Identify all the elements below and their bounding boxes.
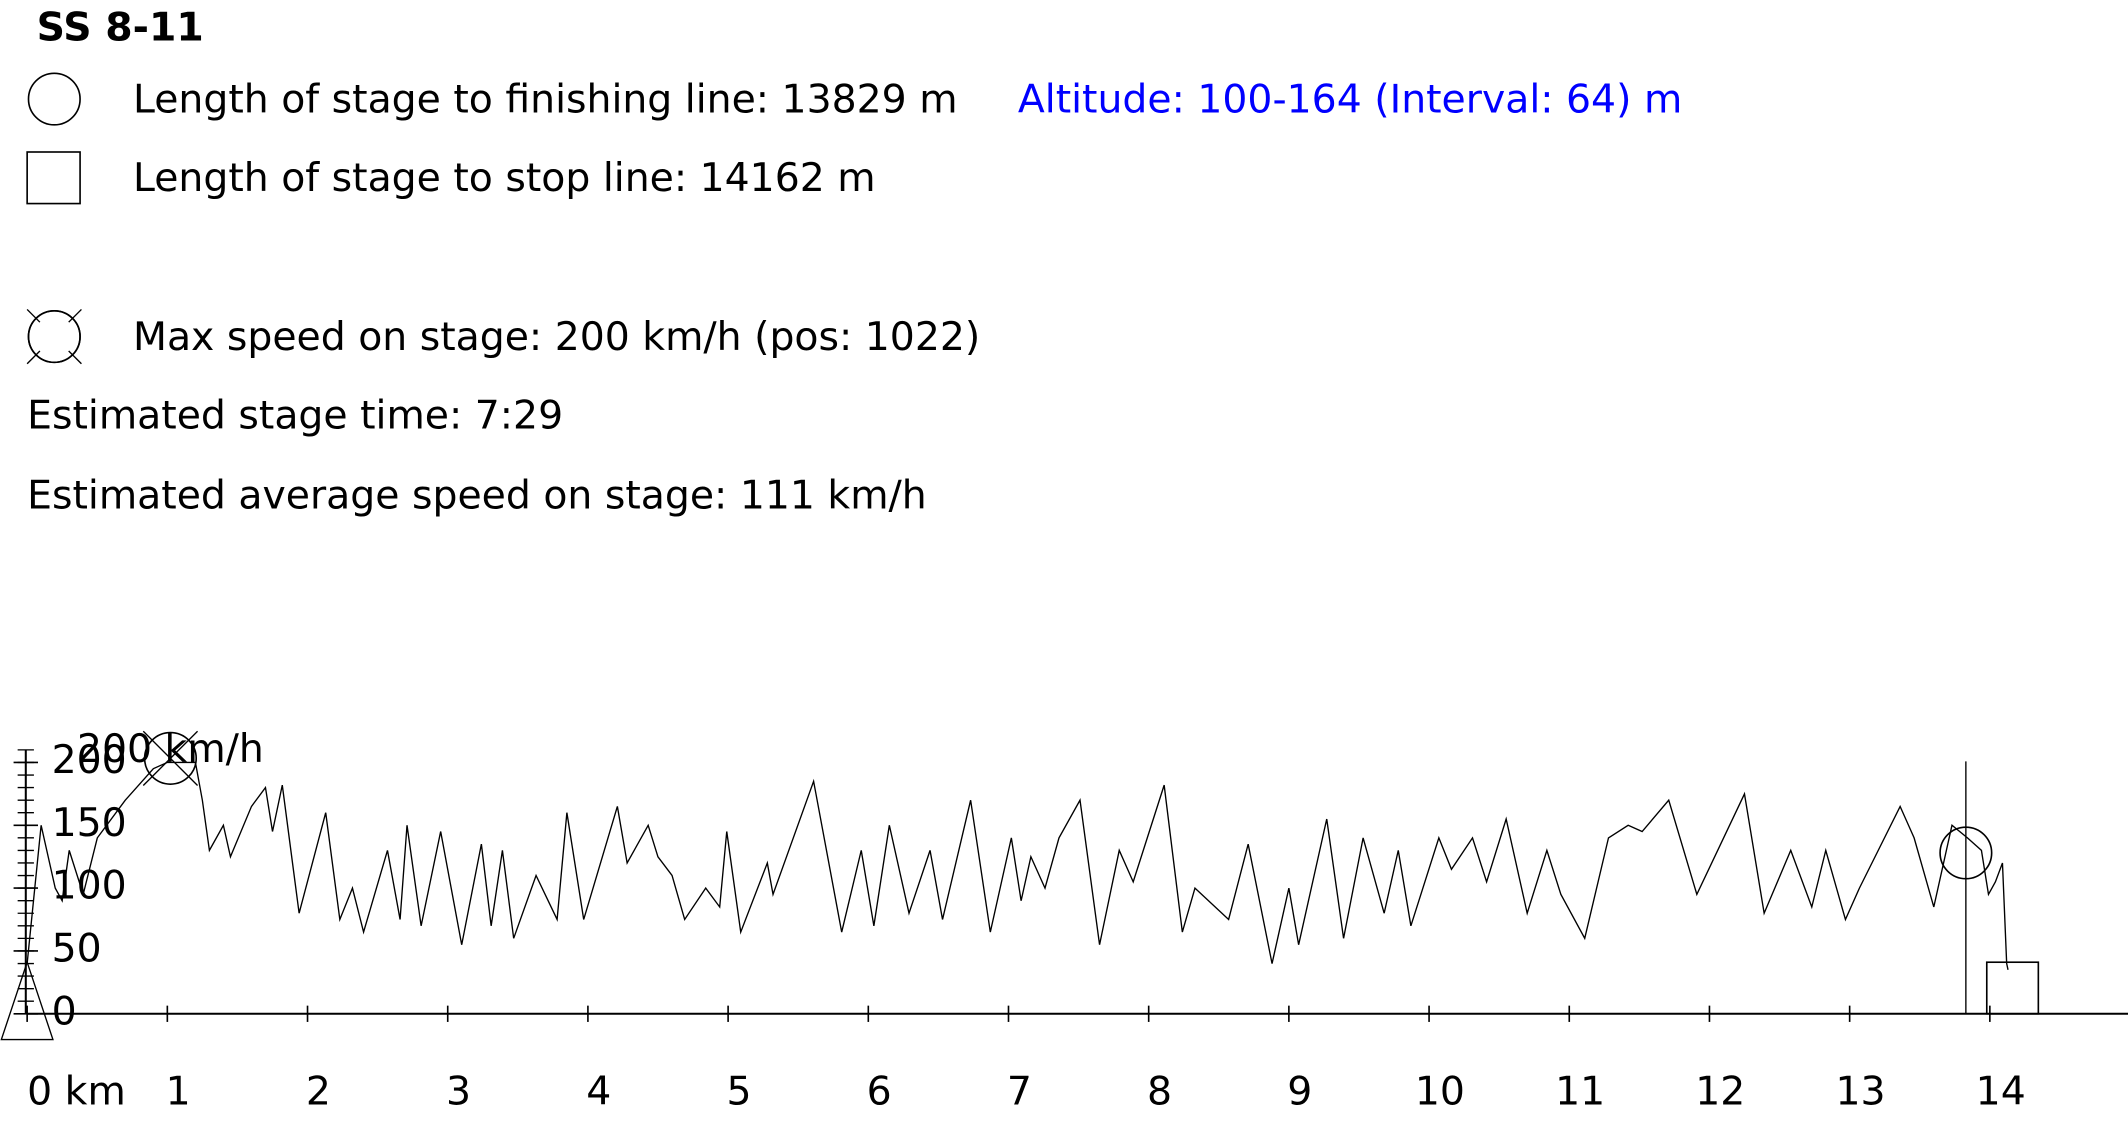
x-tick-label: 0 km [27, 1068, 126, 1114]
x-tick-label: 10 [1415, 1068, 1465, 1114]
start-marker [0, 960, 54, 1041]
stage-title: SS 8-11 [37, 4, 204, 50]
y-tick-label: 50 [52, 925, 102, 971]
max-speed: Max speed on stage: 200 km/h (pos: 1022) [133, 314, 980, 360]
x-tick-label: 14 [1976, 1068, 2026, 1114]
max-marker-circle [143, 731, 198, 785]
max-marker-cross [142, 730, 199, 786]
max-speed-annotation: 200 km/h [77, 726, 264, 772]
x-tick-label: 1 [166, 1068, 191, 1114]
x-tick-label: 11 [1555, 1068, 1605, 1114]
max-speed-icon [26, 308, 82, 365]
x-tick-label: 2 [306, 1068, 331, 1114]
stop-marker [1985, 961, 2040, 1015]
stop-icon [26, 151, 81, 205]
stage-time: Estimated stage time: 7:29 [27, 392, 563, 438]
x-tick-label: 7 [1007, 1068, 1032, 1114]
finish-marker [1939, 826, 1993, 880]
y-tick-label: 200 [52, 737, 127, 783]
x-tick-label: 9 [1287, 1068, 1312, 1114]
speed-line [26, 761, 2009, 970]
x-tick-label: 8 [1147, 1068, 1172, 1114]
x-tick-label: 6 [867, 1068, 892, 1114]
stop-length: Length of stage to stop line: 14162 m [133, 155, 876, 201]
x-tick-label: 12 [1695, 1068, 1745, 1114]
finish-icon [27, 72, 81, 126]
x-tick-label: 13 [1835, 1068, 1885, 1114]
max-speed-marker [142, 730, 199, 786]
average-speed: Estimated average speed on stage: 111 km… [27, 473, 927, 519]
altitude-info: Altitude: 100-164 (Interval: 64) m [1018, 76, 1682, 122]
y-tick-label: 150 [52, 800, 127, 846]
finish-length: Length of stage to finishing line: 13829… [133, 76, 958, 122]
x-tick-label: 4 [586, 1068, 611, 1114]
y-tick-label: 0 [52, 988, 77, 1034]
x-tick-label: 3 [446, 1068, 471, 1114]
x-tick-label: 5 [726, 1068, 751, 1114]
